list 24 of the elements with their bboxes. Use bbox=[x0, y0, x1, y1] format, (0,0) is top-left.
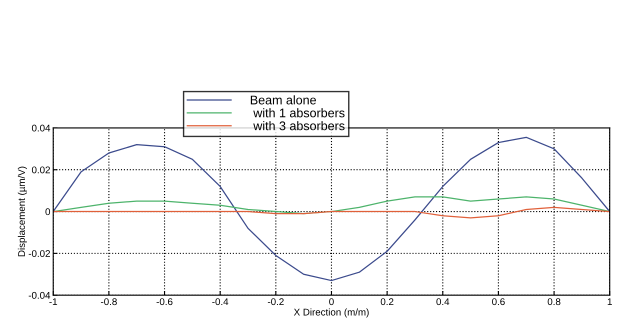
x-tick-label: -0.6 bbox=[156, 298, 172, 306]
y-tick-label: -0.02 bbox=[28, 250, 50, 257]
x-tick-label: 0 bbox=[329, 298, 334, 306]
y-tick-label: 0.04 bbox=[32, 124, 50, 132]
line-series bbox=[53, 196, 610, 214]
x-tick-label: 0.8 bbox=[548, 298, 560, 306]
x-tick-label: -0.4 bbox=[212, 298, 228, 306]
x-tick-label: 0.2 bbox=[380, 298, 394, 306]
x-tick-label: 0.6 bbox=[492, 298, 505, 306]
line-series bbox=[53, 136, 610, 282]
y-tick-label: -0.04 bbox=[28, 292, 50, 299]
legend-label: with 1 absorbers bbox=[253, 108, 345, 118]
y-tick-label: 0 bbox=[45, 208, 50, 216]
line-series bbox=[53, 206, 610, 218]
legend-label: with 3 absorbers bbox=[253, 121, 345, 130]
x-tick-label: 0.4 bbox=[436, 298, 450, 306]
y-tick-label: 0.02 bbox=[32, 166, 50, 174]
legend-label: Beam alone bbox=[250, 95, 316, 104]
x-axis-title: X Direction (m/m) bbox=[294, 308, 369, 318]
x-tick-label: -0.2 bbox=[268, 298, 284, 306]
x-tick-label: -1 bbox=[49, 298, 58, 306]
x-tick-label: -0.8 bbox=[100, 298, 117, 306]
x-tick-label: 1 bbox=[608, 298, 612, 306]
y-axis-title: Displacement (µm/V) bbox=[18, 166, 27, 256]
